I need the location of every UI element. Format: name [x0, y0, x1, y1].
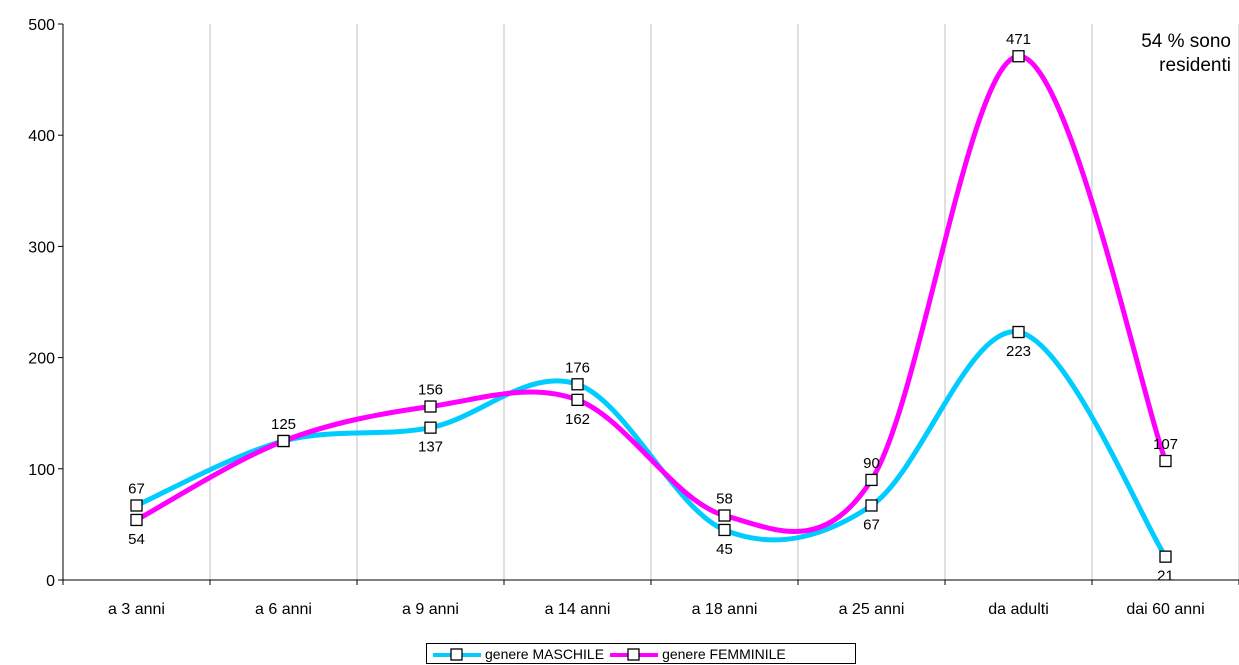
data-label: 471 [1006, 31, 1031, 48]
data-label: 156 [418, 382, 443, 399]
legend-item-femminile: genere FEMMINILE [608, 646, 786, 662]
data-point [1012, 50, 1025, 63]
x-tick-label: a 9 anni [402, 601, 459, 618]
data-point [1012, 325, 1025, 339]
data-label: 223 [1006, 343, 1031, 360]
data-label: 45 [716, 541, 733, 558]
annotation-note: 54 % sono residenti [1141, 30, 1231, 78]
data-label: 107 [1153, 436, 1178, 453]
data-point [718, 523, 731, 537]
data-point [277, 434, 290, 448]
data-point [1159, 550, 1172, 563]
x-tick-label: a 6 anni [255, 601, 312, 618]
x-tick-label: a 25 anni [839, 601, 905, 618]
y-tick-label: 400 [28, 128, 55, 145]
data-label: 137 [418, 439, 443, 456]
annotation-line-2: residenti [1159, 55, 1231, 76]
x-tick-label: a 3 anni [108, 601, 165, 618]
y-tick-label: 200 [28, 351, 55, 368]
series-line-femminile [134, 53, 1168, 534]
x-axis-ticks: a 3 anni a 6 anni a 9 anni a 14 anni a 18 an… [62, 580, 1239, 618]
data-labels: 67 125 137 176 45 67 223 21 54 156 162 58 90 471 107 [128, 31, 1178, 584]
x-tick-label: a 18 anni [692, 601, 758, 618]
data-label: 58 [716, 491, 733, 508]
data-label: 162 [565, 411, 590, 428]
legend-item-maschile: genere MASCHILE [431, 646, 604, 662]
data-point [571, 378, 584, 391]
data-label: 90 [863, 455, 880, 472]
x-tick-label: a 14 anni [545, 601, 611, 618]
legend-label-femminile: genere FEMMINILE [662, 645, 786, 662]
legend-label-maschile: genere MASCHILE [485, 645, 605, 662]
y-tick-label: 300 [28, 239, 55, 256]
data-label: 176 [565, 359, 590, 376]
grid-lines [209, 24, 1239, 580]
data-point [865, 473, 878, 487]
data-point [130, 513, 143, 527]
legend-swatch-maschile [433, 647, 481, 661]
x-tick-label: da adulti [988, 601, 1049, 618]
data-point [130, 499, 143, 512]
data-label: 21 [1157, 568, 1174, 585]
data-point [1159, 454, 1172, 468]
x-tick-label: dai 60 anni [1126, 601, 1204, 618]
y-tick-label: 500 [28, 17, 55, 34]
data-point [718, 509, 731, 522]
y-tick-label: 100 [28, 462, 55, 479]
legend-swatch-femminile [610, 647, 659, 661]
data-point [424, 421, 437, 434]
y-tick-label: 0 [46, 573, 55, 590]
data-label: 67 [128, 480, 145, 497]
data-point [424, 400, 437, 413]
data-label: 54 [128, 531, 145, 548]
data-point [865, 499, 878, 512]
data-label: 67 [863, 516, 880, 533]
data-label: 125 [271, 416, 296, 433]
legend: genere MASCHILE genere FEMMINILE [426, 643, 856, 664]
data-markers [130, 50, 1172, 563]
y-axis-ticks: 0 100 200 300 400 500 [28, 17, 63, 590]
data-point [571, 393, 584, 407]
annotation-line-1: 54 % sono [1141, 31, 1231, 52]
